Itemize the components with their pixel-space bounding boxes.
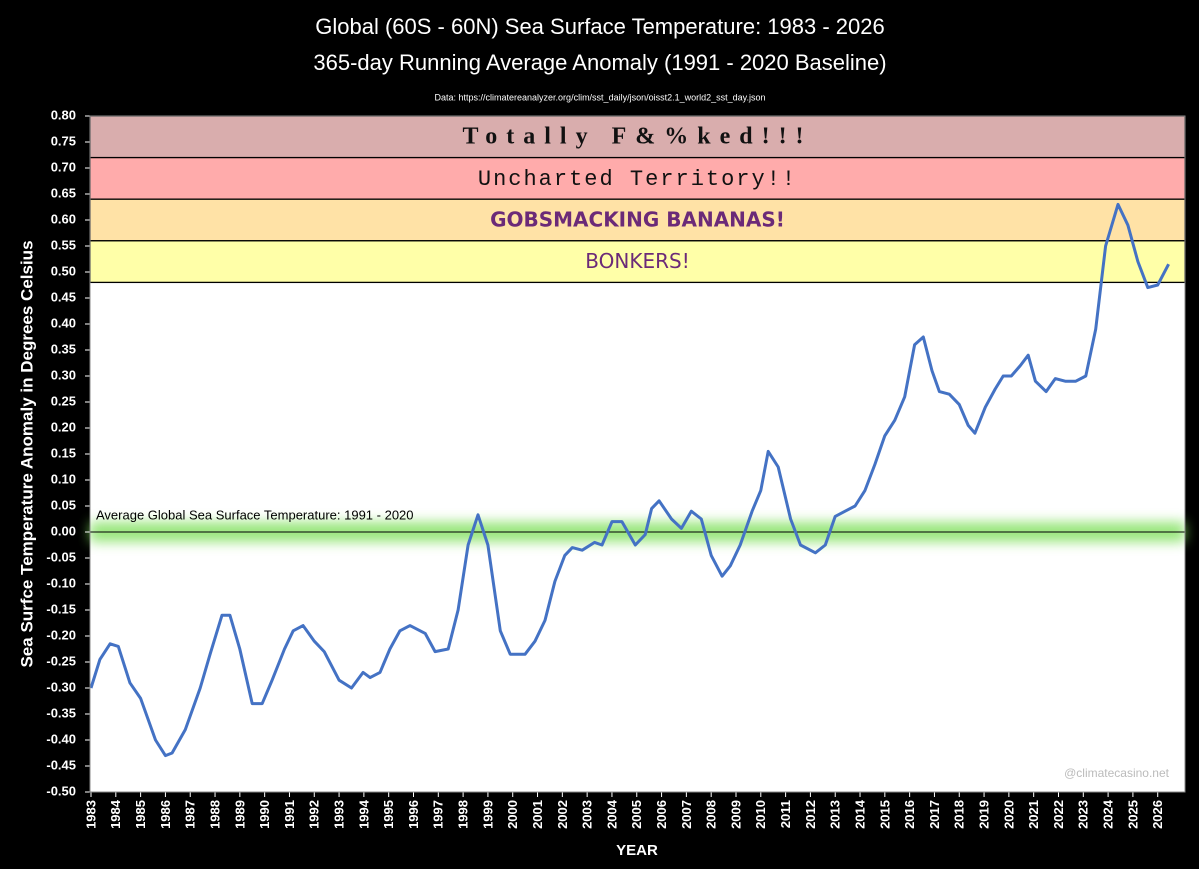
y-tick-label: 0.65 — [51, 185, 76, 200]
x-tick-label: 2018 — [952, 800, 967, 829]
watermark: @climatecasino.net — [1064, 766, 1170, 780]
x-tick-label: 1984 — [108, 799, 123, 829]
x-tick-label: 2019 — [976, 800, 991, 829]
x-tick-label: 1992 — [307, 800, 322, 829]
x-tick-label: 2004 — [604, 799, 619, 829]
y-tick-label: -0.25 — [46, 653, 76, 668]
x-tick-label: 2020 — [1001, 800, 1016, 829]
y-tick-label: -0.40 — [46, 731, 76, 746]
data-line — [89, 202, 1170, 758]
x-tick-label: 2003 — [580, 800, 595, 829]
x-tick-label: 1996 — [406, 800, 421, 829]
x-tick-label: 1983 — [83, 800, 98, 829]
y-tick-label: 0.50 — [51, 263, 76, 278]
y-tick-label: 0.70 — [51, 159, 76, 174]
annotation: Average Global Sea Surface Temperature: … — [96, 507, 414, 522]
x-tick-label: 1988 — [207, 800, 222, 829]
y-tick-label: 0.00 — [51, 523, 76, 538]
band — [89, 240, 1186, 284]
chart-title: Global (60S - 60N) Sea Surface Temperatu… — [315, 14, 884, 39]
x-tick-label: 2025 — [1125, 800, 1140, 829]
y-tick-label: 0.55 — [51, 237, 76, 252]
y-tick-label: 0.45 — [51, 289, 76, 304]
band-label: BONKERS! — [585, 249, 689, 273]
x-tick-label: 2008 — [704, 800, 719, 829]
x-tick-label: 2016 — [902, 800, 917, 829]
x-tick-label: 1998 — [456, 800, 471, 829]
x-tick-label: 2014 — [852, 799, 867, 829]
y-tick-label: 0.60 — [51, 211, 76, 226]
x-tick-label: 2024 — [1101, 799, 1116, 829]
y-tick-label: -0.45 — [46, 757, 76, 772]
x-tick-label: 1993 — [332, 800, 347, 829]
y-tick-label: -0.35 — [46, 705, 76, 720]
y-tick-label: -0.30 — [46, 679, 76, 694]
y-tick-label: 0.25 — [51, 393, 76, 408]
x-tick-label: 2011 — [778, 800, 793, 828]
x-tick-label: 1991 — [282, 800, 297, 829]
y-tick-label: -0.05 — [46, 549, 76, 564]
x-tick-label: 2006 — [654, 800, 669, 829]
y-tick-label: 0.75 — [51, 133, 76, 148]
x-tick-label: 1997 — [431, 800, 446, 829]
source: Data: https://climatereanalyzer.org/clim… — [435, 92, 766, 102]
x-tick-label: 2013 — [828, 800, 843, 829]
y-tick-label: 0.35 — [51, 341, 76, 356]
band-label: Totally F&%ked!!! — [462, 123, 812, 149]
x-tick-label: 1986 — [158, 800, 173, 829]
x-axis-label: YEAR — [616, 842, 658, 859]
x-tick-label: 1985 — [133, 800, 148, 829]
x-tick-label: 1987 — [183, 800, 198, 829]
x-tick-label: 2022 — [1051, 800, 1066, 829]
y-tick-label: 0.15 — [51, 445, 76, 460]
chart-subtitle: 365-day Running Average Anomaly (1991 - … — [313, 50, 886, 75]
x-tick-label: 2001 — [530, 800, 545, 829]
x-tick-label: 2010 — [753, 800, 768, 829]
x-tick-label: 2026 — [1150, 800, 1165, 829]
y-tick-label: -0.20 — [46, 627, 76, 642]
x-tick-label: 1995 — [381, 800, 396, 829]
plot-area: Totally F&%ked!!! Uncharted Territory!! GO… — [46, 107, 1186, 829]
y-tick-label: 0.20 — [51, 419, 76, 434]
y-tick-label: 0.05 — [51, 497, 76, 512]
y-tick-label: 0.80 — [51, 107, 76, 122]
x-tick-label: 2002 — [555, 800, 570, 829]
x-tick-label: 2005 — [629, 800, 644, 829]
y-tick-label: 0.10 — [51, 471, 76, 486]
band-label: GOBSMACKING BANANAS! — [490, 208, 785, 232]
x-tick-label: 1994 — [356, 799, 371, 829]
y-tick-label: -0.10 — [46, 575, 76, 590]
plot-frame — [89, 115, 1186, 793]
x-tick-label: 2012 — [803, 800, 818, 829]
y-tick-label: 0.30 — [51, 367, 76, 382]
x-tick-label: 2000 — [505, 800, 520, 829]
x-tick-label: 2017 — [927, 800, 942, 829]
y-tick-label: 0.40 — [51, 315, 76, 330]
y-tick-label: -0.15 — [46, 601, 76, 616]
band-label: Uncharted Territory!! — [478, 167, 797, 192]
y-tick-label: -0.50 — [46, 783, 76, 798]
x-tick-label: 1990 — [257, 800, 272, 829]
x-tick-label: 2009 — [728, 800, 743, 829]
x-tick-label: 2007 — [679, 800, 694, 829]
x-tick-label: 1999 — [480, 800, 495, 829]
y-axis-label: Sea Surfce Temperature Anomaly in Degree… — [17, 240, 36, 667]
x-tick-label: 2023 — [1076, 800, 1091, 829]
x-tick-label: 1989 — [232, 800, 247, 829]
x-tick-label: 2021 — [1026, 800, 1041, 829]
x-tick-label: 2015 — [877, 800, 892, 829]
